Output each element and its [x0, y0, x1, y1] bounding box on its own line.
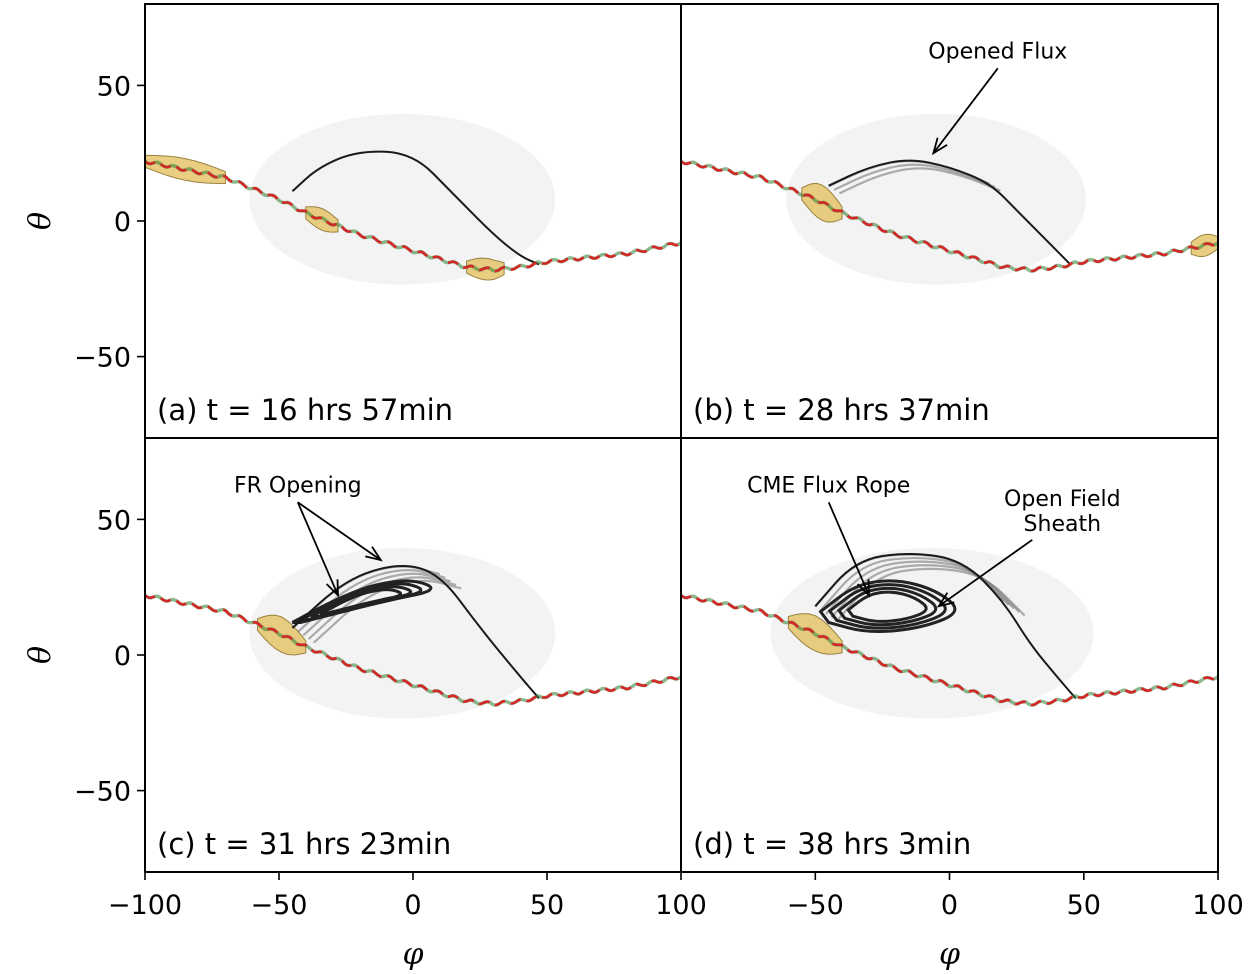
panel-d-loop-outline — [814, 552, 1077, 700]
panel-d-rope-ring-3 — [846, 590, 928, 623]
panel-b-label: (b) t = 28 hrs 37min — [693, 393, 990, 427]
panel-d-rope-ring-0 — [818, 579, 957, 633]
panel-d-rope-ring-1 — [827, 583, 947, 630]
panel-d-arrow-1-0-head — [936, 592, 955, 608]
panel-a: (a) t = 16 hrs 57min — [144, 113, 682, 427]
ytick-label-0-1: 0 — [114, 207, 131, 238]
panel-c-band-1 — [297, 569, 446, 633]
panel-a-loop-outline — [291, 150, 540, 266]
xlabel-1: φ — [939, 937, 960, 972]
xtick-label-0-2: 0 — [404, 890, 421, 921]
panel-c-annotation-0: FR Opening — [234, 473, 362, 498]
ylabel-0: θ — [23, 212, 58, 230]
xtick-label-1-0: −50 — [787, 890, 844, 921]
panel-b-haze — [786, 113, 1086, 285]
xtick-label-1-1: 0 — [941, 890, 958, 921]
panel-b-annotation-0: Opened Flux — [928, 39, 1067, 64]
xtick-label-1-3: 100 — [1192, 890, 1244, 921]
panel-c-arrow-0-0-head — [325, 579, 339, 598]
panel-d-band-3 — [830, 564, 1021, 619]
panel-d-arrow-1-0 — [938, 539, 1033, 607]
xtick-label-0-1: −50 — [251, 890, 308, 921]
panel-c-rope-ring-3 — [319, 588, 403, 616]
panel-a-haze — [249, 113, 556, 285]
panel-b-current-sheet — [680, 160, 1219, 273]
panel-b-band-1 — [833, 163, 996, 191]
xtick-label-0-0: −100 — [108, 890, 182, 921]
panel-b-loop-outline — [828, 159, 1072, 266]
panel-c-arrow-0-1-head — [365, 546, 383, 562]
panel-d-current-sheet — [680, 594, 1219, 707]
panel-d-band-2 — [825, 560, 1015, 615]
panel-c-current-sheet — [144, 594, 682, 707]
panel-a-label: (a) t = 16 hrs 57min — [157, 393, 453, 427]
panel-d-arrow-0-0 — [827, 501, 870, 596]
panel-d-arrow-0-0-head — [856, 579, 870, 598]
panel-d-annotation-1: Open Field — [1004, 487, 1121, 512]
panel-d-band-1 — [819, 556, 1010, 612]
panel-c-arrow-0-1 — [297, 501, 382, 561]
xtick-label-0-4: 100 — [655, 890, 707, 921]
ytick-label-0-0: 50 — [97, 71, 131, 102]
panel-c: FR Opening (c) t = 31 hrs 23min — [144, 473, 682, 861]
ytick-label-0-2: −50 — [74, 343, 131, 374]
panel-c-loop-outline — [291, 565, 540, 700]
panels-group: (a) t = 16 hrs 57min Opened Flux (b) t = 2… — [144, 39, 1219, 861]
panel-d-annotation-1-line2: Sheath — [1024, 512, 1102, 537]
panel-c-haze — [249, 547, 556, 719]
panel-c-arrow-0-0 — [296, 501, 339, 596]
ytick-label-1-2: −50 — [74, 777, 131, 808]
xtick-label-1-2: 50 — [1067, 890, 1101, 921]
panel-c-label: (c) t = 31 hrs 23min — [157, 827, 451, 861]
panel-d-annotation-0: CME Flux Rope — [747, 473, 910, 498]
xtick-label-0-3: 50 — [530, 890, 564, 921]
ylabel-1: θ — [23, 646, 58, 664]
panel-b-arrow-0-0 — [932, 67, 999, 154]
panel-c-band-4 — [313, 579, 462, 644]
panel-a-current-sheet — [144, 160, 682, 273]
panel-b-arrow-0-0-head — [931, 137, 948, 156]
ytick-label-1-1: 0 — [114, 641, 131, 672]
panel-d-rope-ring-2 — [836, 586, 938, 627]
panel-b: Opened Flux (b) t = 28 hrs 37min — [680, 39, 1219, 427]
axes-group: 50 0 −50 θ 50 0 −50 θ −100 −50 0 50 100 φ −50 0 50 100 φ — [23, 3, 1244, 972]
ytick-label-1-0: 50 — [97, 505, 131, 536]
xlabel-0: φ — [402, 937, 423, 972]
panel-d-label: (d) t = 38 hrs 3min — [693, 827, 971, 861]
panel-b-band-2 — [838, 167, 1001, 195]
